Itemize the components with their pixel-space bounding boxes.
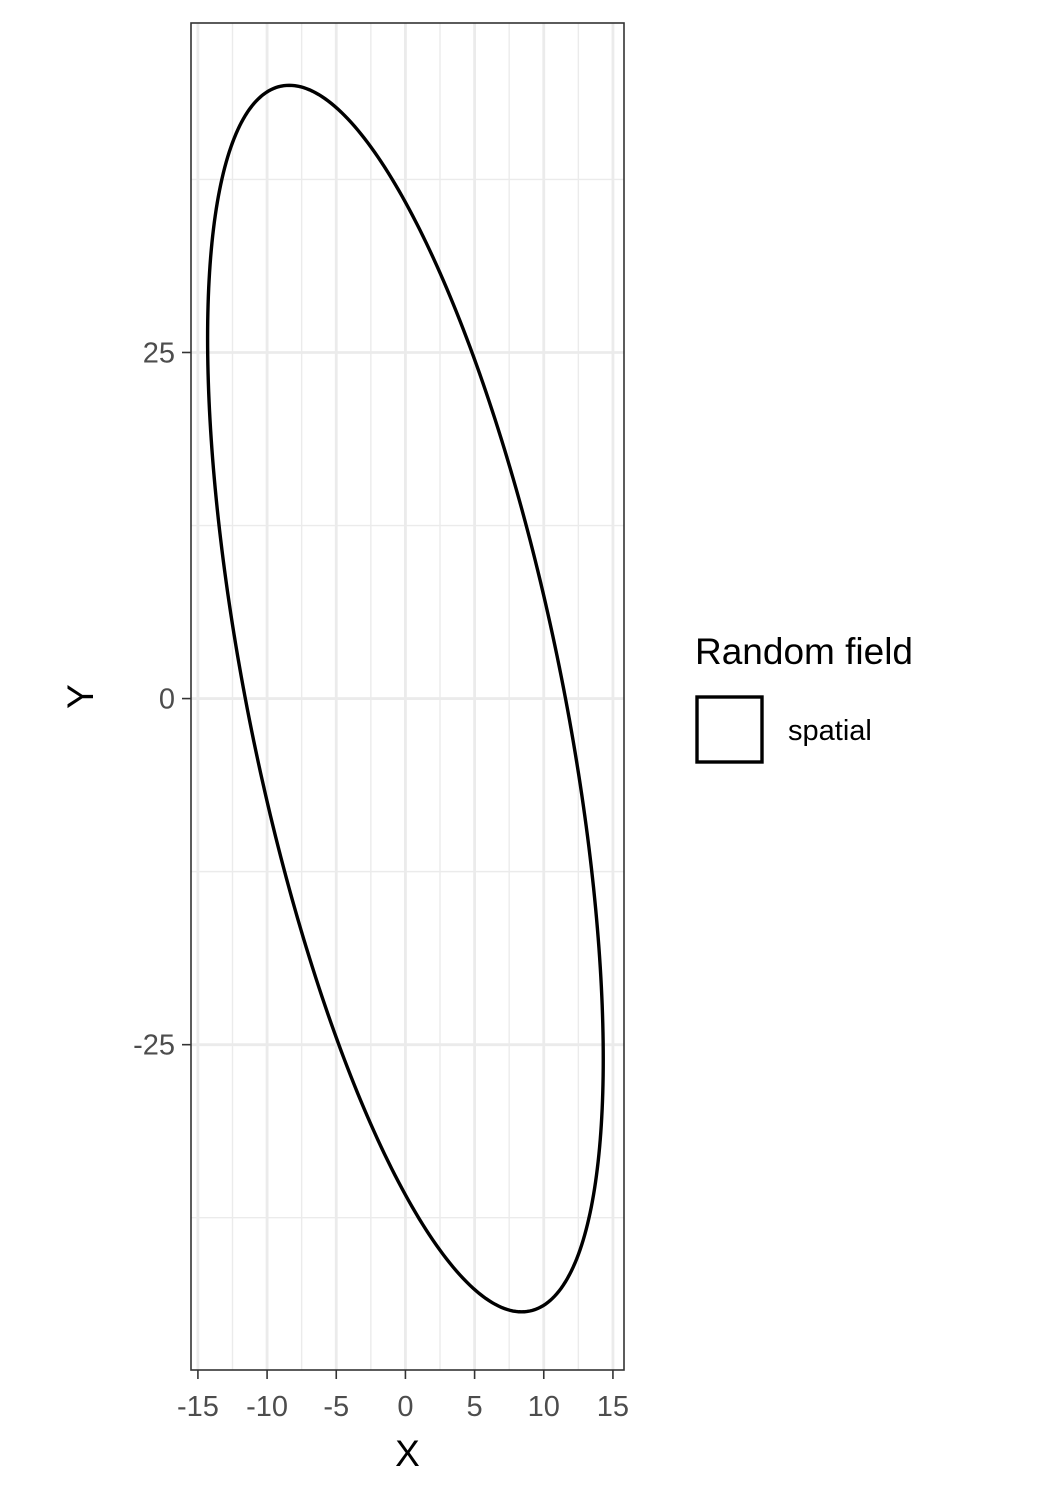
x-tick-label: -5 <box>323 1391 349 1423</box>
x-tick-label: -10 <box>246 1391 288 1423</box>
grid-minor <box>191 23 624 1370</box>
legend-key-spatial <box>695 695 764 764</box>
y-tick-label: -25 <box>133 1030 175 1062</box>
x-tick-label: 5 <box>467 1391 483 1423</box>
y-axis-title: Y <box>60 684 101 709</box>
legend-label-spatial: spatial <box>788 715 872 747</box>
series-line-spatial <box>205 83 605 1314</box>
x-tick-label: -15 <box>177 1391 219 1423</box>
x-tick-label: 0 <box>397 1391 413 1423</box>
panel-border <box>190 22 625 1371</box>
y-tick-label: 25 <box>143 337 175 369</box>
y-tick-label: 0 <box>159 684 175 716</box>
x-axis: -15 -10 -5 0 5 10 15 <box>177 1370 629 1423</box>
x-tick-label: 10 <box>528 1391 560 1423</box>
legend: Random field spatial <box>695 631 913 764</box>
grid-major <box>191 23 624 1370</box>
x-tick-label: 15 <box>597 1391 629 1423</box>
x-axis-title: X <box>395 1433 420 1474</box>
legend-title: Random field <box>695 631 913 672</box>
y-axis: -25 0 25 <box>133 337 191 1062</box>
